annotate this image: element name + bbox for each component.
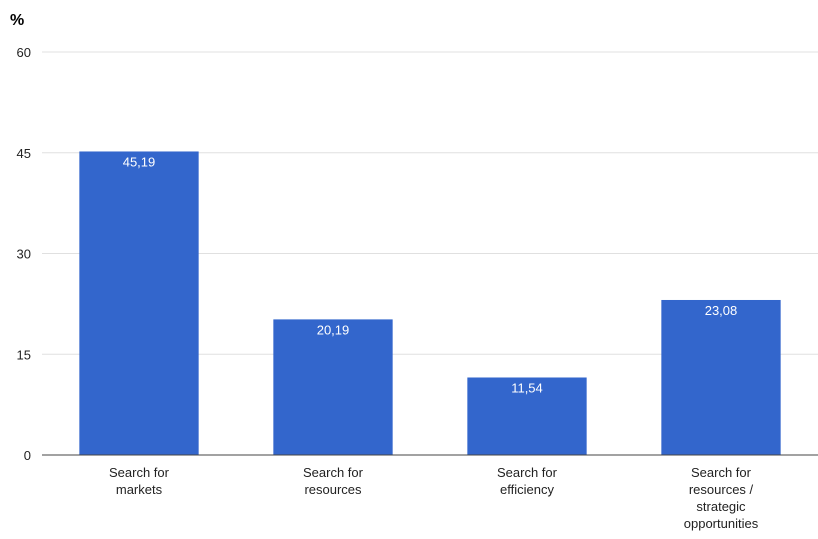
- category-label: Search for resources / strategic opportunit…: [684, 465, 759, 531]
- category-label-line: Search for: [691, 465, 752, 480]
- category-label-line: resources: [304, 482, 362, 497]
- y-tick-label: 15: [17, 347, 31, 362]
- category-label-line: markets: [116, 482, 163, 497]
- bar: [467, 377, 587, 455]
- bar: [661, 299, 781, 455]
- data-label: 11,54: [511, 380, 543, 395]
- category-label-line: Search for: [497, 465, 558, 480]
- category-label: Search for resources: [303, 465, 364, 497]
- y-axis-unit-label: %: [10, 12, 24, 29]
- data-label: 23,08: [705, 303, 738, 318]
- category-label-line: Search for: [109, 465, 170, 480]
- category-label-line: efficiency: [500, 482, 554, 497]
- y-tick-label: 45: [17, 146, 31, 161]
- y-tick-label: 60: [17, 45, 31, 60]
- data-label: 45,19: [123, 154, 156, 169]
- data-labels: 45,19 20,19 11,54 23,08: [123, 154, 738, 395]
- y-tick-label: 30: [17, 247, 31, 262]
- category-label-line: strategic: [696, 499, 746, 514]
- y-tick-label: 0: [24, 448, 31, 463]
- category-label: Search for markets: [109, 465, 170, 497]
- bar: [273, 319, 393, 455]
- data-label: 20,19: [317, 322, 350, 337]
- bar: [79, 151, 199, 456]
- category-label: Search for efficiency: [497, 465, 558, 497]
- category-label-line: resources /: [689, 482, 754, 497]
- bars: [79, 151, 781, 456]
- category-label-line: Search for: [303, 465, 364, 480]
- y-axis-ticks: 0 15 30 45 60: [17, 45, 31, 463]
- category-label-line: opportunities: [684, 516, 759, 531]
